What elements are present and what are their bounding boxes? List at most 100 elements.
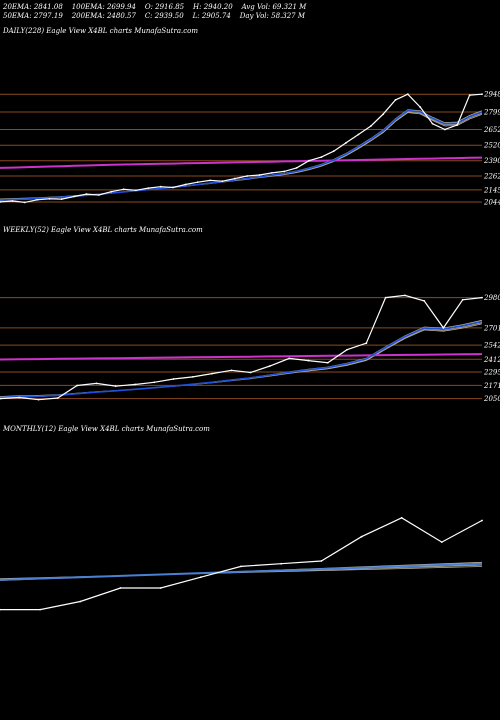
price-point-p0-12 bbox=[147, 187, 150, 190]
low-value: L: 2905.74 bbox=[192, 12, 231, 20]
price-point-p2-10 bbox=[400, 516, 403, 519]
y-tick-label-p0-3: 2520 bbox=[483, 142, 500, 150]
y-tick-label-p1-6: 2050 bbox=[483, 395, 500, 403]
y-tick-label-p0-1: 2799 bbox=[483, 108, 500, 116]
price-point-p0-21 bbox=[258, 174, 261, 176]
weekly-panel-label: WEEKLY(52) Eagle View X4BL charts Munafa… bbox=[3, 226, 203, 234]
price-point-p2-4 bbox=[159, 587, 162, 589]
header-line-2: 50EMA: 2797.19 200EMA: 2480.57 C: 2939.5… bbox=[3, 12, 305, 21]
price-point-p0-1 bbox=[11, 200, 14, 202]
price-point-p1-1 bbox=[18, 396, 21, 399]
ema50-value: 50EMA: 2797.19 bbox=[3, 12, 63, 20]
price-point-p1-2 bbox=[37, 398, 40, 401]
price-point-p0-19 bbox=[233, 177, 236, 180]
price-point-p0-23 bbox=[283, 170, 286, 173]
price-point-p0-17 bbox=[209, 179, 212, 182]
price-point-p0-0 bbox=[0, 201, 1, 203]
price-point-p0-22 bbox=[270, 171, 273, 174]
price-point-p0-38 bbox=[468, 94, 471, 97]
price-point-p2-11 bbox=[440, 541, 443, 543]
price-point-p1-15 bbox=[288, 357, 291, 360]
price-point-p1-12 bbox=[230, 369, 233, 372]
price-point-p0-14 bbox=[172, 186, 174, 189]
price-point-p0-18 bbox=[221, 180, 224, 183]
price-point-p2-9 bbox=[360, 535, 363, 538]
price-point-p2-1 bbox=[39, 608, 42, 611]
price-point-p0-35 bbox=[431, 122, 434, 125]
price-point-p0-24 bbox=[295, 166, 298, 169]
price-point-p0-13 bbox=[159, 185, 162, 188]
price-point-p0-20 bbox=[246, 175, 249, 177]
price-point-p0-31 bbox=[382, 113, 385, 116]
y-tick-label-p1-1: 2701 bbox=[483, 324, 500, 332]
price-point-p0-27 bbox=[332, 150, 335, 153]
price-point-p0-4 bbox=[48, 197, 51, 200]
monthly-panel-label: MONTHLY(12) Eagle View X4BL charts Munaf… bbox=[3, 425, 210, 433]
sma-long-line-p1 bbox=[0, 353, 483, 361]
price-point-p1-19 bbox=[365, 342, 368, 345]
price-point-p0-30 bbox=[369, 125, 372, 128]
sma-long-line-p0 bbox=[0, 156, 483, 169]
price-point-p2-5 bbox=[199, 576, 202, 579]
price-point-p1-25 bbox=[481, 296, 483, 299]
ema-band-p0-2 bbox=[0, 109, 483, 201]
price-point-p0-29 bbox=[357, 133, 360, 136]
avg-vol-value: Avg Vol: 69.321 M bbox=[241, 3, 307, 11]
price-point-p1-22 bbox=[423, 299, 426, 302]
price-point-p0-28 bbox=[345, 141, 347, 144]
price-point-p1-23 bbox=[442, 326, 445, 329]
daily-panel-label: DAILY(228) Eagle View X4BL charts Munafa… bbox=[3, 27, 198, 35]
price-point-p1-20 bbox=[384, 296, 387, 299]
price-point-p2-2 bbox=[79, 600, 82, 603]
price-line-p2 bbox=[0, 517, 483, 611]
y-tick-label-p1-0: 2980 bbox=[483, 294, 500, 302]
price-point-p0-11 bbox=[135, 189, 137, 192]
ema-line-p2 bbox=[0, 562, 483, 581]
price-point-p0-33 bbox=[406, 93, 409, 96]
y-tick-label-p0-7: 2044 bbox=[483, 198, 500, 206]
price-point-p1-0 bbox=[0, 397, 1, 400]
high-value: H: 2940.20 bbox=[193, 3, 233, 11]
price-point-p2-0 bbox=[0, 608, 1, 611]
price-point-p2-12 bbox=[481, 519, 483, 522]
y-tick-label-p0-4: 2390 bbox=[483, 157, 500, 165]
price-point-p0-25 bbox=[308, 159, 310, 162]
fast-ema-line-p0 bbox=[0, 109, 483, 201]
price-point-p1-18 bbox=[346, 348, 348, 351]
price-point-p2-7 bbox=[280, 562, 283, 565]
ema20-value: 20EMA: 2841.08 bbox=[3, 3, 63, 11]
price-point-p0-7 bbox=[85, 193, 88, 195]
price-point-p2-3 bbox=[119, 587, 122, 589]
price-point-p0-36 bbox=[444, 128, 446, 131]
price-point-p0-32 bbox=[394, 99, 397, 101]
price-point-p0-3 bbox=[36, 198, 38, 201]
y-tick-label-p0-0: 2948 bbox=[483, 91, 500, 99]
price-point-p1-8 bbox=[153, 381, 156, 384]
price-point-p2-8 bbox=[320, 560, 323, 562]
price-point-p1-4 bbox=[76, 384, 79, 387]
ema200-value: 200EMA: 2480.57 bbox=[71, 12, 136, 20]
price-point-p1-5 bbox=[95, 382, 98, 385]
price-point-p0-16 bbox=[196, 181, 199, 184]
price-point-p1-11 bbox=[211, 372, 213, 375]
y-tick-label-p0-6: 2145 bbox=[483, 186, 500, 194]
price-point-p0-8 bbox=[97, 194, 100, 196]
price-point-p0-26 bbox=[320, 156, 323, 159]
y-tick-label-p1-4: 2295 bbox=[483, 368, 500, 376]
ema-band-p0-0 bbox=[0, 112, 483, 200]
open-value: O: 2916.85 bbox=[144, 3, 185, 11]
price-point-p1-21 bbox=[403, 294, 406, 297]
price-point-p0-39 bbox=[481, 93, 483, 96]
price-point-p1-16 bbox=[307, 359, 310, 362]
price-point-p0-6 bbox=[73, 195, 76, 198]
price-point-p0-34 bbox=[419, 106, 422, 108]
price-point-p2-6 bbox=[240, 565, 242, 568]
price-point-p0-2 bbox=[23, 201, 26, 204]
price-point-p1-14 bbox=[269, 365, 271, 367]
header-line-1: 20EMA: 2841.08 100EMA: 2699.94 O: 2916.8… bbox=[3, 3, 306, 12]
price-point-p1-7 bbox=[134, 383, 136, 386]
